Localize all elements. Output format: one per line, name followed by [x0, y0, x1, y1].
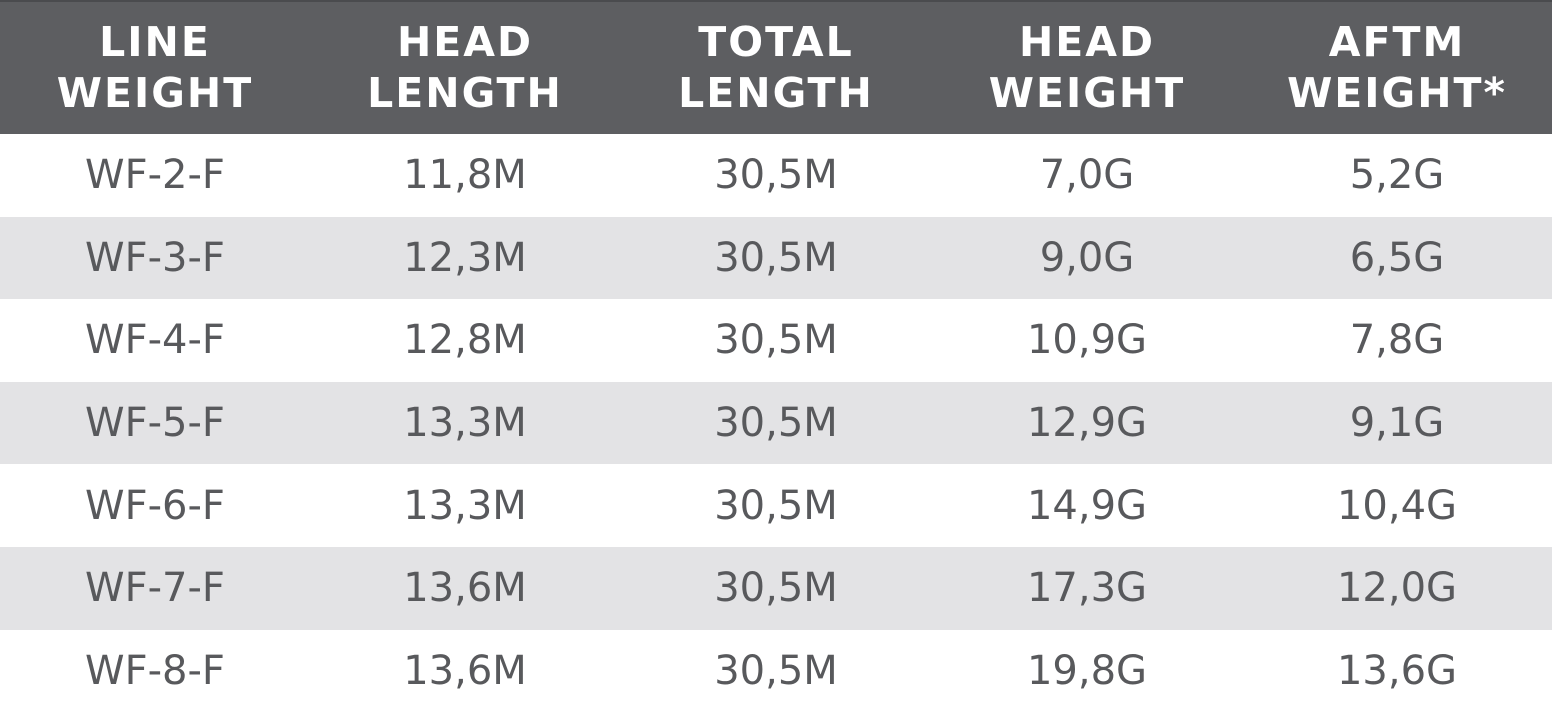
header-aftm-weight: AFTM WEIGHT*	[1242, 17, 1552, 119]
cell-head-weight: 17,3G	[1026, 565, 1148, 612]
table-row: WF-2-F 11,8M 30,5M 7,0G 5,2G	[0, 134, 1552, 217]
cell-total-length: 30,5M	[714, 565, 838, 612]
header-total-length: TOTAL LENGTH	[620, 17, 932, 119]
cell-head-weight: 19,8G	[1026, 647, 1148, 694]
table-row: WF-3-F 12,3M 30,5M 9,0G 6,5G	[0, 216, 1552, 300]
cell-head-length: 11,8M	[403, 152, 527, 199]
cell-head-weight: 9,0G	[1039, 234, 1135, 281]
cell-head-weight: 14,9G	[1026, 482, 1148, 529]
cell-total-length: 30,5M	[714, 317, 838, 364]
cell-aftm-weight: 7,8G	[1349, 317, 1445, 364]
table-row: WF-4-F 12,8M 30,5M 10,9G 7,8G	[0, 299, 1552, 382]
cell-head-weight: 7,0G	[1039, 152, 1135, 199]
header-aftm-weight-line1: AFTM	[1328, 18, 1466, 66]
cell-aftm-weight: 12,0G	[1336, 565, 1458, 612]
table-row: WF-7-F 13,6M 30,5M 17,3G 12,0G	[0, 546, 1552, 630]
cell-line-weight: WF-3-F	[85, 234, 225, 281]
cell-line-weight: WF-5-F	[85, 400, 225, 447]
cell-line-weight: WF-8-F	[85, 647, 225, 694]
header-line-weight-line1: LINE	[99, 18, 211, 66]
cell-aftm-weight: 13,6G	[1336, 647, 1458, 694]
cell-line-weight: WF-6-F	[85, 482, 225, 529]
table-row: WF-8-F 13,6M 30,5M 19,8G 13,6G	[0, 629, 1552, 713]
header-head-weight: HEAD WEIGHT	[932, 17, 1242, 119]
cell-head-length: 13,3M	[403, 400, 527, 447]
cell-head-length: 13,3M	[403, 482, 527, 529]
cell-total-length: 30,5M	[714, 647, 838, 694]
header-head-length: HEAD LENGTH	[310, 17, 620, 119]
cell-line-weight: WF-4-F	[85, 317, 225, 364]
cell-aftm-weight: 9,1G	[1349, 400, 1445, 447]
cell-head-weight: 12,9G	[1026, 400, 1148, 447]
cell-head-length: 12,8M	[403, 317, 527, 364]
cell-aftm-weight: 5,2G	[1349, 152, 1445, 199]
header-line-weight: LINE WEIGHT	[0, 17, 310, 119]
header-head-length-line1: HEAD	[396, 18, 534, 66]
cell-aftm-weight: 6,5G	[1349, 234, 1445, 281]
header-aftm-weight-line2: WEIGHT*	[1287, 69, 1507, 117]
table-row: WF-6-F 13,3M 30,5M 14,9G 10,4G	[0, 464, 1552, 547]
cell-head-length: 12,3M	[403, 234, 527, 281]
header-total-length-line2: LENGTH	[678, 69, 874, 117]
cell-head-weight: 10,9G	[1026, 317, 1148, 364]
header-total-length-line1: TOTAL	[698, 18, 854, 66]
header-line-weight-line2: WEIGHT	[56, 69, 254, 117]
cell-head-length: 13,6M	[403, 565, 527, 612]
table-header-row: LINE WEIGHT HEAD LENGTH TOTAL LENGTH HEA…	[0, 0, 1552, 134]
header-head-length-line2: LENGTH	[367, 69, 563, 117]
header-head-weight-line1: HEAD	[1018, 18, 1156, 66]
header-head-weight-line2: WEIGHT	[988, 69, 1186, 117]
cell-head-length: 13,6M	[403, 647, 527, 694]
cell-total-length: 30,5M	[714, 482, 838, 529]
cell-total-length: 30,5M	[714, 152, 838, 199]
cell-line-weight: WF-2-F	[85, 152, 225, 199]
cell-line-weight: WF-7-F	[85, 565, 225, 612]
cell-total-length: 30,5M	[714, 234, 838, 281]
table-row: WF-5-F 13,3M 30,5M 12,9G 9,1G	[0, 381, 1552, 465]
cell-aftm-weight: 10,4G	[1336, 482, 1458, 529]
cell-total-length: 30,5M	[714, 400, 838, 447]
